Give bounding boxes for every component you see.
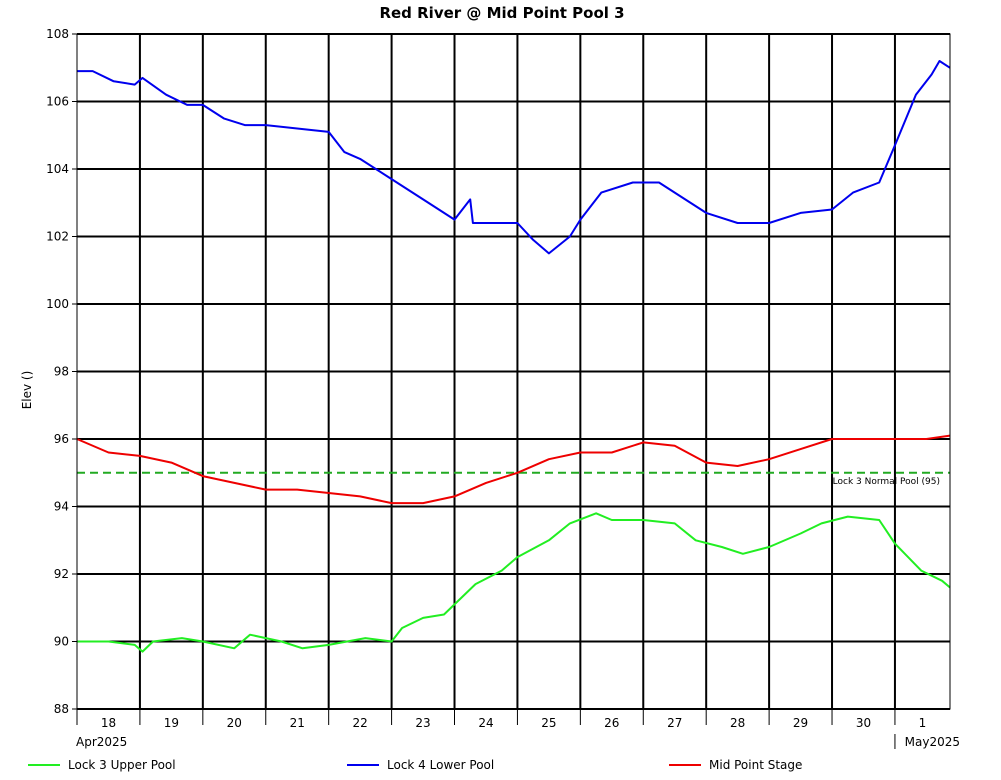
series-line-mid-point-stage xyxy=(76,434,951,505)
x-tick-label: 18 xyxy=(101,716,116,730)
series-lines xyxy=(76,60,951,653)
x-tick-label: 24 xyxy=(478,716,493,730)
x-tick-labels: 18 19 20 21 22 23 24 25 26 27 28 29 30 1 Apr2025 May202… xyxy=(76,716,960,749)
month-label: Apr2025 xyxy=(76,735,127,749)
legend-label: Mid Point Stage xyxy=(709,758,802,772)
x-tick-label: 25 xyxy=(541,716,556,730)
x-tick-label: 20 xyxy=(227,716,242,730)
legend-label: Lock 3 Upper Pool xyxy=(68,758,176,772)
y-tick-label: 96 xyxy=(54,432,69,446)
y-tick-label: 98 xyxy=(54,365,69,379)
normal-pool-label: Lock 3 Normal Pool (95) xyxy=(833,477,940,487)
x-tick-label: 27 xyxy=(667,716,682,730)
x-tick-label: 28 xyxy=(730,716,745,730)
series-line-lock-4-lower-pool xyxy=(77,60,951,255)
x-tick-label: 30 xyxy=(856,716,871,730)
y-tick-labels: 88 90 92 94 96 98 100 102 104 106 108 xyxy=(46,27,69,716)
y-axis-label: Elev () xyxy=(20,371,34,410)
x-tick-label: 21 xyxy=(290,716,305,730)
y-tick-label: 104 xyxy=(46,162,69,176)
y-tick-label: 100 xyxy=(46,297,69,311)
chart-title: Red River @ Mid Point Pool 3 xyxy=(379,4,624,22)
reference-lines: Lock 3 Normal Pool (95) xyxy=(77,471,950,487)
y-tick-label: 106 xyxy=(46,95,69,109)
month-label: May2025 xyxy=(905,735,960,749)
x-tick-label: 29 xyxy=(793,716,808,730)
y-tick-label: 102 xyxy=(46,230,69,244)
x-tick-label: 23 xyxy=(415,716,430,730)
series-line-lock-3-upper-pool xyxy=(77,512,951,653)
x-tick-label: 22 xyxy=(352,716,367,730)
legend-label: Lock 4 Lower Pool xyxy=(387,758,494,772)
y-tick-label: 90 xyxy=(54,635,69,649)
x-tick-label: 19 xyxy=(164,716,179,730)
legend: Lock 3 Upper Pool Lock 4 Lower Pool Mid Po… xyxy=(28,758,802,772)
x-tick-label: 26 xyxy=(604,716,619,730)
y-tick-label: 108 xyxy=(46,27,69,41)
plot-frame xyxy=(76,33,951,710)
y-tick-label: 88 xyxy=(54,702,69,716)
x-tick-label: 1 xyxy=(919,716,927,730)
y-tick-label: 92 xyxy=(54,567,69,581)
y-tick-label: 94 xyxy=(54,500,69,514)
grid-lines xyxy=(72,33,950,725)
